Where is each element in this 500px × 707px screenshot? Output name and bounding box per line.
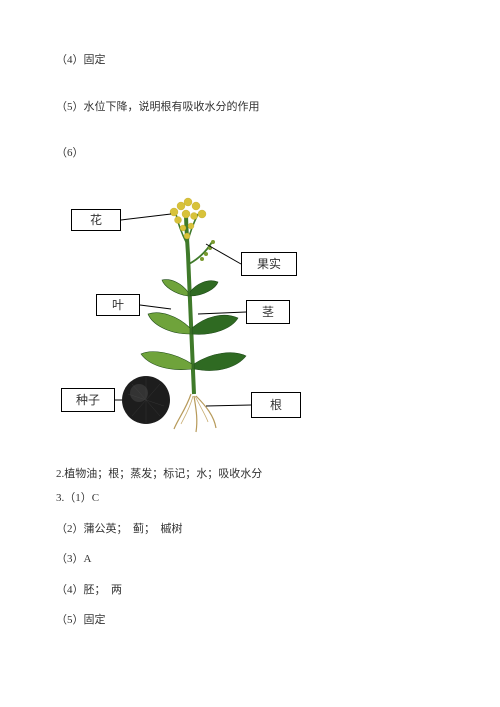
- label-leaf: 叶: [96, 294, 140, 316]
- label-fruit: 果实: [241, 252, 297, 276]
- answer-5: （5）水位下降，说明根有吸收水分的作用: [56, 99, 444, 116]
- plant-diagram: 花 果实 叶 茎 种子 根: [56, 184, 316, 444]
- spacer: [56, 444, 444, 466]
- root-art: [174, 394, 216, 432]
- fruit-art: [189, 240, 215, 264]
- page: （4）固定 （5）水位下降，说明根有吸收水分的作用 （6）: [0, 0, 500, 677]
- label-root: 根: [251, 392, 301, 418]
- spacer: [56, 170, 444, 184]
- answer-3-5: （5）固定: [56, 612, 444, 629]
- spacer: [56, 77, 444, 99]
- label-stem: 茎: [246, 300, 290, 324]
- answer-3-2: （2）蒲公英； 蓟； 槭树: [56, 521, 444, 538]
- answer-3-1: 3.（1）C: [56, 490, 444, 507]
- answer-3-4: （4）胚； 两: [56, 582, 444, 599]
- answer-3-3: （3）A: [56, 551, 444, 568]
- label-flower: 花: [71, 209, 121, 231]
- label-seed: 种子: [61, 388, 115, 412]
- answer-4: （4）固定: [56, 52, 444, 69]
- answer-2: 2.植物油；根；蒸发；标记；水；吸收水分: [56, 466, 444, 483]
- spacer: [56, 123, 444, 145]
- seed-art: [122, 376, 170, 424]
- answer-6-heading: （6）: [56, 145, 444, 162]
